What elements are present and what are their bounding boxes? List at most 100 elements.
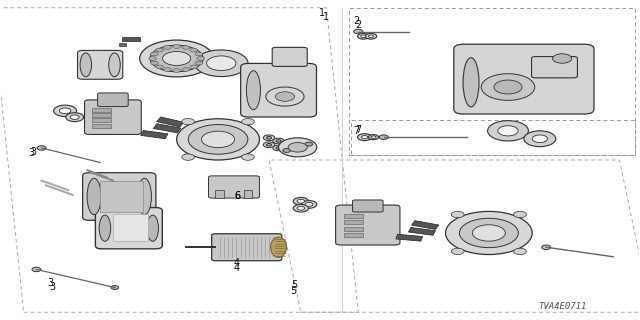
- Circle shape: [276, 147, 281, 149]
- Text: 3: 3: [28, 148, 35, 158]
- Circle shape: [472, 225, 506, 241]
- Bar: [92, 118, 111, 122]
- FancyBboxPatch shape: [532, 57, 577, 78]
- Circle shape: [164, 45, 172, 49]
- Text: 2: 2: [353, 16, 360, 26]
- Circle shape: [297, 206, 305, 210]
- Circle shape: [156, 48, 163, 52]
- Circle shape: [266, 143, 271, 146]
- Circle shape: [266, 137, 271, 139]
- Circle shape: [297, 199, 305, 203]
- Circle shape: [197, 57, 204, 60]
- Circle shape: [241, 118, 254, 125]
- Circle shape: [263, 142, 275, 148]
- Circle shape: [140, 40, 214, 77]
- Text: 1: 1: [319, 8, 325, 18]
- Text: 4: 4: [234, 263, 240, 273]
- Text: 4: 4: [234, 258, 240, 268]
- Circle shape: [283, 148, 291, 152]
- Circle shape: [445, 212, 532, 254]
- Circle shape: [173, 44, 180, 48]
- Bar: [344, 220, 363, 224]
- Bar: [344, 227, 363, 231]
- Bar: [344, 214, 363, 218]
- FancyBboxPatch shape: [272, 47, 307, 67]
- Bar: [92, 113, 111, 117]
- Circle shape: [498, 126, 518, 136]
- Text: 2: 2: [355, 20, 362, 30]
- Ellipse shape: [99, 215, 111, 241]
- FancyBboxPatch shape: [84, 100, 141, 134]
- Circle shape: [150, 45, 204, 72]
- Circle shape: [305, 203, 313, 206]
- Circle shape: [552, 54, 572, 63]
- Circle shape: [195, 50, 248, 76]
- Text: 7: 7: [353, 126, 360, 136]
- Circle shape: [177, 119, 259, 160]
- Circle shape: [164, 68, 172, 71]
- Ellipse shape: [109, 53, 120, 77]
- Circle shape: [263, 135, 275, 141]
- Polygon shape: [408, 228, 435, 235]
- Circle shape: [163, 52, 191, 66]
- Circle shape: [190, 65, 197, 69]
- Polygon shape: [412, 220, 439, 229]
- Circle shape: [451, 211, 464, 218]
- Text: 5: 5: [290, 286, 296, 296]
- FancyBboxPatch shape: [212, 234, 282, 261]
- Polygon shape: [157, 117, 184, 127]
- Bar: [244, 190, 252, 198]
- Circle shape: [173, 68, 180, 72]
- Polygon shape: [396, 234, 422, 241]
- Circle shape: [301, 201, 317, 208]
- Circle shape: [70, 115, 79, 119]
- Circle shape: [273, 145, 284, 151]
- FancyBboxPatch shape: [83, 173, 156, 220]
- Text: 3: 3: [49, 282, 55, 292]
- Text: 3: 3: [47, 278, 53, 288]
- Circle shape: [369, 35, 374, 37]
- Circle shape: [369, 135, 379, 140]
- Circle shape: [380, 135, 388, 140]
- FancyBboxPatch shape: [98, 93, 128, 107]
- Circle shape: [202, 131, 235, 148]
- Ellipse shape: [246, 71, 260, 110]
- Circle shape: [66, 113, 84, 122]
- Circle shape: [150, 61, 158, 65]
- Circle shape: [514, 248, 526, 255]
- FancyBboxPatch shape: [77, 50, 123, 79]
- Ellipse shape: [147, 215, 159, 241]
- Circle shape: [371, 136, 376, 139]
- Circle shape: [207, 56, 236, 71]
- Bar: [113, 214, 148, 241]
- Circle shape: [150, 52, 158, 56]
- Circle shape: [293, 197, 308, 205]
- Ellipse shape: [138, 178, 152, 215]
- Circle shape: [532, 135, 547, 142]
- Polygon shape: [154, 124, 180, 133]
- Circle shape: [188, 124, 248, 154]
- Circle shape: [182, 45, 189, 49]
- Circle shape: [190, 48, 197, 52]
- Circle shape: [182, 68, 189, 71]
- Text: 6: 6: [234, 191, 240, 202]
- Circle shape: [241, 154, 254, 160]
- Text: TVA4E0711: TVA4E0711: [538, 302, 586, 311]
- FancyBboxPatch shape: [353, 200, 383, 212]
- Ellipse shape: [463, 58, 479, 107]
- Circle shape: [362, 136, 368, 139]
- FancyBboxPatch shape: [335, 205, 400, 245]
- Circle shape: [488, 121, 529, 141]
- Circle shape: [305, 142, 312, 146]
- Circle shape: [54, 105, 77, 116]
- Circle shape: [273, 138, 284, 144]
- Circle shape: [451, 248, 464, 255]
- Circle shape: [494, 80, 522, 94]
- Circle shape: [541, 245, 550, 250]
- Polygon shape: [141, 131, 168, 139]
- Circle shape: [182, 118, 195, 125]
- Bar: [100, 180, 143, 212]
- Circle shape: [278, 138, 317, 157]
- Circle shape: [481, 74, 535, 100]
- Text: 6: 6: [234, 191, 240, 202]
